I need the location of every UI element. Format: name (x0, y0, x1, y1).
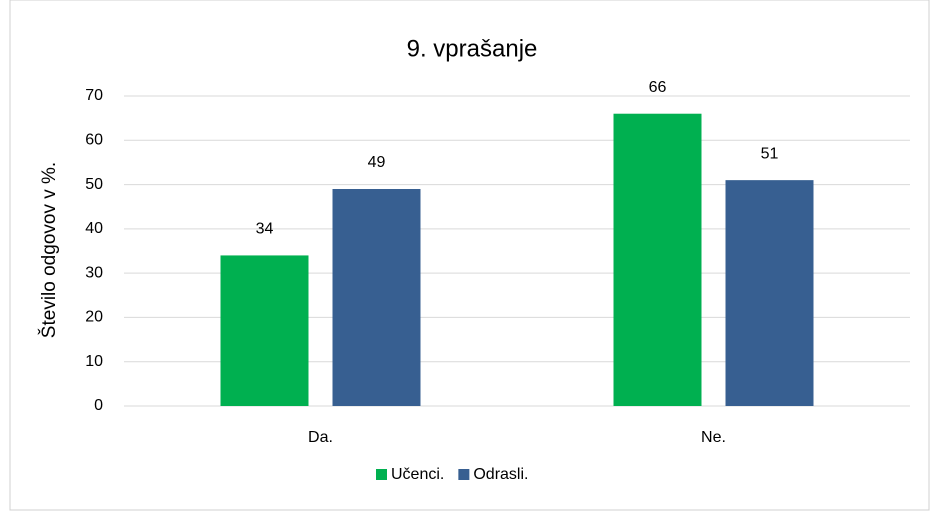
y-tick-label: 60 (85, 132, 103, 149)
y-axis-title: Število odgovov v %. (38, 162, 60, 338)
bar (725, 180, 814, 406)
y-tick-label: 30 (85, 264, 103, 281)
data-label: 51 (761, 145, 779, 162)
y-tick-label: 50 (85, 176, 103, 193)
bar (613, 113, 702, 406)
data-label: 34 (256, 221, 274, 238)
y-tick-label: 10 (85, 353, 103, 370)
data-label: 49 (368, 154, 386, 171)
legend-swatch (458, 469, 470, 480)
y-tick-label: 0 (94, 397, 103, 414)
y-tick-label: 40 (85, 220, 103, 237)
x-tick-label: Da. (308, 429, 333, 446)
chart-title: 9. vprašanje (407, 35, 538, 62)
x-tick-label: Ne. (701, 429, 726, 446)
legend-swatch (376, 469, 387, 480)
y-tick-label: 70 (85, 87, 103, 104)
bar (220, 255, 309, 406)
y-tick-label: 20 (85, 309, 103, 326)
legend-label: Učenci. (391, 466, 444, 483)
bar (332, 189, 421, 406)
legend-label: Odrasli. (473, 466, 528, 483)
data-label: 66 (649, 79, 667, 96)
